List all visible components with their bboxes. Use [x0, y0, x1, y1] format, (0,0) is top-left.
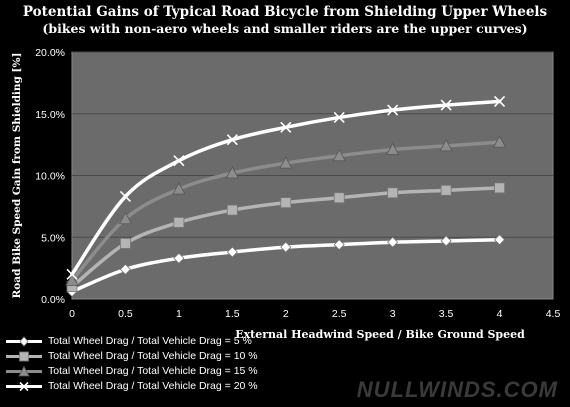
data-point-square	[120, 238, 131, 249]
data-point-x	[333, 111, 345, 124]
y-axis-title: Road Bike Speed Gain from Shielding [%]	[11, 53, 23, 299]
watermark-logo: NULLWINDS.COM	[356, 377, 558, 402]
legend-marker-x	[6, 381, 42, 392]
data-point-square	[494, 182, 505, 194]
x-tick-label: 3.5	[439, 308, 454, 320]
legend-label: Total Wheel Drag / Total Vehicle Drag = …	[48, 380, 258, 392]
data-point-triangle	[118, 211, 133, 225]
data-point-diamond	[440, 235, 452, 247]
legend-marker-triangle	[6, 365, 42, 377]
legend-label: Total Wheel Drag / Total Vehicle Drag = …	[48, 350, 258, 362]
legend-item-20pct: Total Wheel Drag / Total Vehicle Drag = …	[4, 379, 258, 394]
data-point-square	[440, 184, 452, 196]
y-tick-label: 5.0%	[41, 232, 65, 244]
x-tick-label: 4.5	[546, 308, 561, 320]
data-point-diamond	[280, 241, 292, 253]
x-tick-label: 3	[390, 308, 396, 320]
y-tick-label: 15.0%	[35, 109, 65, 121]
data-point-triangle	[279, 156, 293, 169]
legend-label: Total Wheel Drag / Total Vehicle Drag = …	[48, 365, 258, 377]
data-point-square	[173, 217, 185, 228]
data-point-triangle	[385, 142, 400, 155]
legend-item-10pct: Total Wheel Drag / Total Vehicle Drag = …	[4, 349, 258, 364]
data-point-triangle	[65, 273, 79, 286]
legend-marker-diamond	[6, 336, 42, 347]
x-tick-label: 0	[69, 308, 75, 320]
legend-marker-square	[6, 351, 42, 362]
data-point-diamond	[493, 234, 506, 246]
legend-item-15pct: Total Wheel Drag / Total Vehicle Drag = …	[4, 364, 258, 379]
data-point-diamond	[226, 246, 238, 258]
data-point-x	[440, 99, 452, 111]
data-point-square	[387, 187, 399, 199]
legend-label: Total Wheel Drag / Total Vehicle Drag = …	[48, 335, 252, 347]
x-tick-label: 2	[283, 308, 289, 320]
data-point-diamond	[173, 252, 185, 264]
data-point-x	[173, 155, 185, 167]
data-point-x	[226, 134, 238, 146]
y-tick-label: 10.0%	[35, 171, 65, 183]
x-tick-label: 0.5	[118, 308, 133, 320]
chart-title: Potential Gains of Typical Road Bicycle …	[22, 4, 548, 20]
x-tick-label: 1.5	[225, 308, 240, 320]
data-point-triangle	[172, 182, 186, 195]
data-point-x	[280, 121, 292, 133]
data-point-x	[66, 268, 78, 280]
data-point-diamond	[119, 263, 132, 275]
data-point-x	[119, 190, 132, 203]
data-point-x	[493, 95, 506, 107]
legend: Total Wheel Drag / Total Vehicle Drag = …	[4, 334, 258, 394]
data-point-x	[387, 104, 399, 116]
data-point-triangle	[492, 135, 507, 148]
data-point-square	[333, 192, 345, 204]
x-tick-label: 1	[176, 308, 182, 320]
data-point-diamond	[333, 239, 345, 251]
data-point-square	[280, 197, 292, 209]
y-tick-label: 0.0%	[41, 294, 65, 306]
data-point-triangle	[439, 139, 453, 152]
x-axis-title: External Headwind Speed / Bike Ground Sp…	[235, 328, 525, 341]
data-point-triangle	[332, 148, 346, 162]
data-point-square	[226, 204, 238, 216]
data-point-triangle	[225, 166, 240, 179]
x-tick-label: 4	[497, 308, 503, 320]
data-point-diamond	[387, 236, 399, 248]
x-tick-label: 2.5	[332, 308, 347, 320]
legend-item-5pct: Total Wheel Drag / Total Vehicle Drag = …	[4, 334, 258, 349]
y-tick-label: 20.0%	[35, 47, 65, 59]
chart-subtitle: (bikes with non-aero wheels and smaller …	[42, 21, 528, 36]
